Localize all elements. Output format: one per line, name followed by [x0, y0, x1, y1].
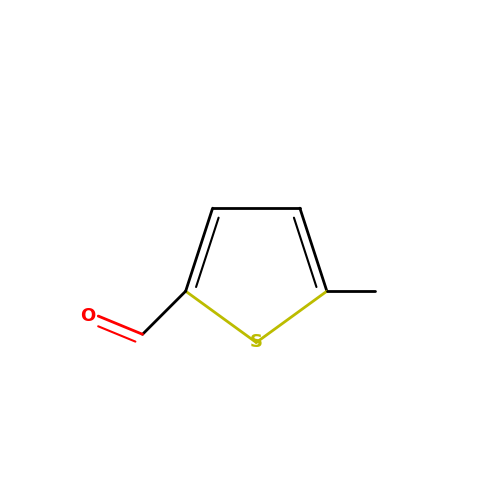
Text: O: O	[80, 307, 95, 325]
Text: S: S	[250, 333, 263, 352]
